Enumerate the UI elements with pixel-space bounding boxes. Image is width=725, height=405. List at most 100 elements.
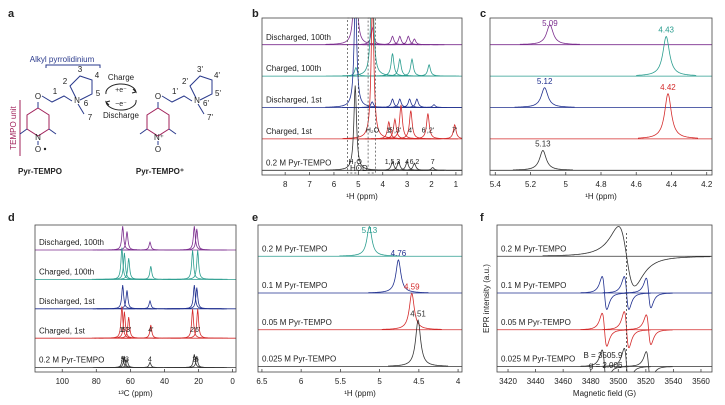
plot-area	[262, 18, 462, 171]
peak-label: 6',2'	[422, 128, 434, 135]
peak-value-label: 5.13	[535, 140, 551, 149]
peak-label: H₂O	[349, 159, 363, 166]
peak	[94, 311, 155, 339]
peak-label: 6'	[195, 327, 200, 334]
peak	[94, 252, 155, 280]
x-tick-label: 3500	[609, 377, 627, 386]
panel-labels: a b c d e f	[8, 8, 486, 224]
atom: N⁺	[154, 133, 164, 142]
series-label: Charged, 1st	[266, 127, 313, 136]
series-label: 0.05 M Pyr-TEMPO	[501, 318, 571, 327]
arrow	[105, 99, 137, 111]
chart-panel: 6.5 6 5.5 5 4.5 4 ¹H (ppm) 5.13 4.76 4.59 4.51 0.2 …	[256, 224, 463, 398]
x-tick-label: 5	[356, 180, 361, 189]
plot-area	[497, 226, 712, 372]
panel-label: e	[252, 212, 258, 224]
unit-label: TEMPO unit	[9, 105, 18, 149]
atom: O	[35, 145, 41, 154]
marker-label: B = 3505.9	[583, 351, 622, 360]
x-tick-label: 7	[307, 180, 312, 189]
x-tick-label: 4.5	[413, 377, 425, 386]
peak	[166, 355, 227, 368]
plot-frame	[489, 17, 713, 176]
peak-label: 7'	[452, 128, 457, 135]
peak-label: 6,2	[410, 159, 420, 166]
bracket	[45, 64, 101, 68]
peak	[636, 35, 697, 76]
atom-number: 5'	[215, 89, 221, 98]
panel-label: b	[252, 8, 259, 20]
series-label: Charged, 1st	[39, 326, 86, 335]
x-tick-label: 4.2	[701, 180, 713, 189]
reactant: O N N O 1 2 3 4 5 6 7 Pyr-TEMPO	[18, 65, 101, 176]
x-tick-label: 60	[126, 377, 135, 386]
peak-label: H₂O	[366, 128, 380, 135]
peak	[519, 24, 580, 45]
compound-name: Pyr-TEMPO⁺	[136, 167, 184, 176]
peak	[97, 290, 157, 310]
series-label: Discharged, 1st	[39, 297, 95, 306]
series-label: 0.05 M Pyr-TEMPO	[262, 318, 332, 327]
atom: O	[155, 92, 161, 101]
x-axis-label: Magnetic field (G)	[573, 389, 636, 398]
charge-label: Charge	[108, 73, 135, 82]
series-label: 0.1 M Pyr-TEMPO	[501, 281, 566, 290]
panel-label: a	[8, 8, 15, 20]
product: O N N⁺ O 1' 2' 3' 4' 5' 6' 7' Pyr-TEMPO⁺	[136, 65, 222, 176]
atom-number: 6	[84, 99, 89, 108]
atom-number: 5	[96, 89, 101, 98]
peak-label: 4'	[408, 128, 413, 135]
x-tick-label: 3420	[499, 377, 517, 386]
series-label: 0.025 M Pyr-TEMPO	[501, 355, 575, 364]
peak	[92, 284, 153, 310]
peak-label: 1	[122, 356, 126, 363]
peak	[381, 292, 442, 330]
bonds	[19, 75, 93, 145]
peak-label: 4'	[148, 327, 153, 334]
x-tick-label: 3440	[527, 377, 545, 386]
atom-number: 7	[88, 113, 93, 122]
atom-number: 3'	[197, 65, 203, 74]
series-label: 0.025 M Pyr-TEMPO	[262, 355, 336, 364]
series-label: 0.2 M Pyr-TEMPO	[501, 244, 566, 253]
x-tick-label: 3540	[665, 377, 683, 386]
plot-frame	[261, 17, 463, 176]
peak	[167, 309, 228, 339]
peak	[167, 250, 228, 280]
chart-panel: 5.4 5.2 5 4.8 4.6 4.4 4.2 ¹H (ppm) 5.09 4.43 5.12 4…	[489, 17, 713, 201]
atom-number: 3	[78, 65, 83, 74]
highlight-range	[347, 17, 359, 174]
peak	[325, 18, 386, 45]
peak-value-label: 5.13	[362, 226, 378, 235]
peak-label: 3'	[126, 327, 131, 334]
peak	[97, 358, 157, 368]
x-tick-label: 20	[194, 377, 203, 386]
x-tick-label: 5.4	[490, 180, 502, 189]
peak-value-label: 4.59	[404, 282, 420, 291]
compound-name: Pyr-TEMPO	[18, 167, 62, 176]
peak	[638, 93, 698, 139]
peak	[368, 259, 429, 294]
series-label: Charged, 100th	[39, 267, 94, 276]
series-label: Charged, 100th	[266, 64, 321, 73]
series-label: 0.2 M Pyr-TEMPO	[266, 158, 331, 167]
x-tick-label: 4.8	[595, 180, 607, 189]
atom-number: 2	[63, 77, 68, 86]
x-tick-label: 4	[381, 180, 386, 189]
series-label: Discharged, 100th	[266, 33, 331, 42]
y-axis-label: EPR intensity (a.u.)	[482, 264, 491, 333]
x-tick-label: 5	[564, 180, 569, 189]
series-label: 0.1 M Pyr-TEMPO	[262, 281, 327, 290]
peak	[386, 98, 447, 108]
peak	[424, 123, 462, 140]
chart-panel: 3420 3440 3460 3480 3500 3520 3540 3560 Magnetic…	[482, 224, 713, 398]
peak	[397, 113, 458, 140]
x-tick-label: 4.6	[631, 180, 643, 189]
annotation: HOD	[350, 164, 368, 173]
x-tick-label: 5.5	[335, 377, 347, 386]
plot-frame	[496, 224, 713, 373]
bonds	[139, 75, 213, 145]
epr-line	[624, 277, 673, 309]
atom-number: 7'	[207, 113, 213, 122]
x-tick-label: 6	[299, 377, 304, 386]
